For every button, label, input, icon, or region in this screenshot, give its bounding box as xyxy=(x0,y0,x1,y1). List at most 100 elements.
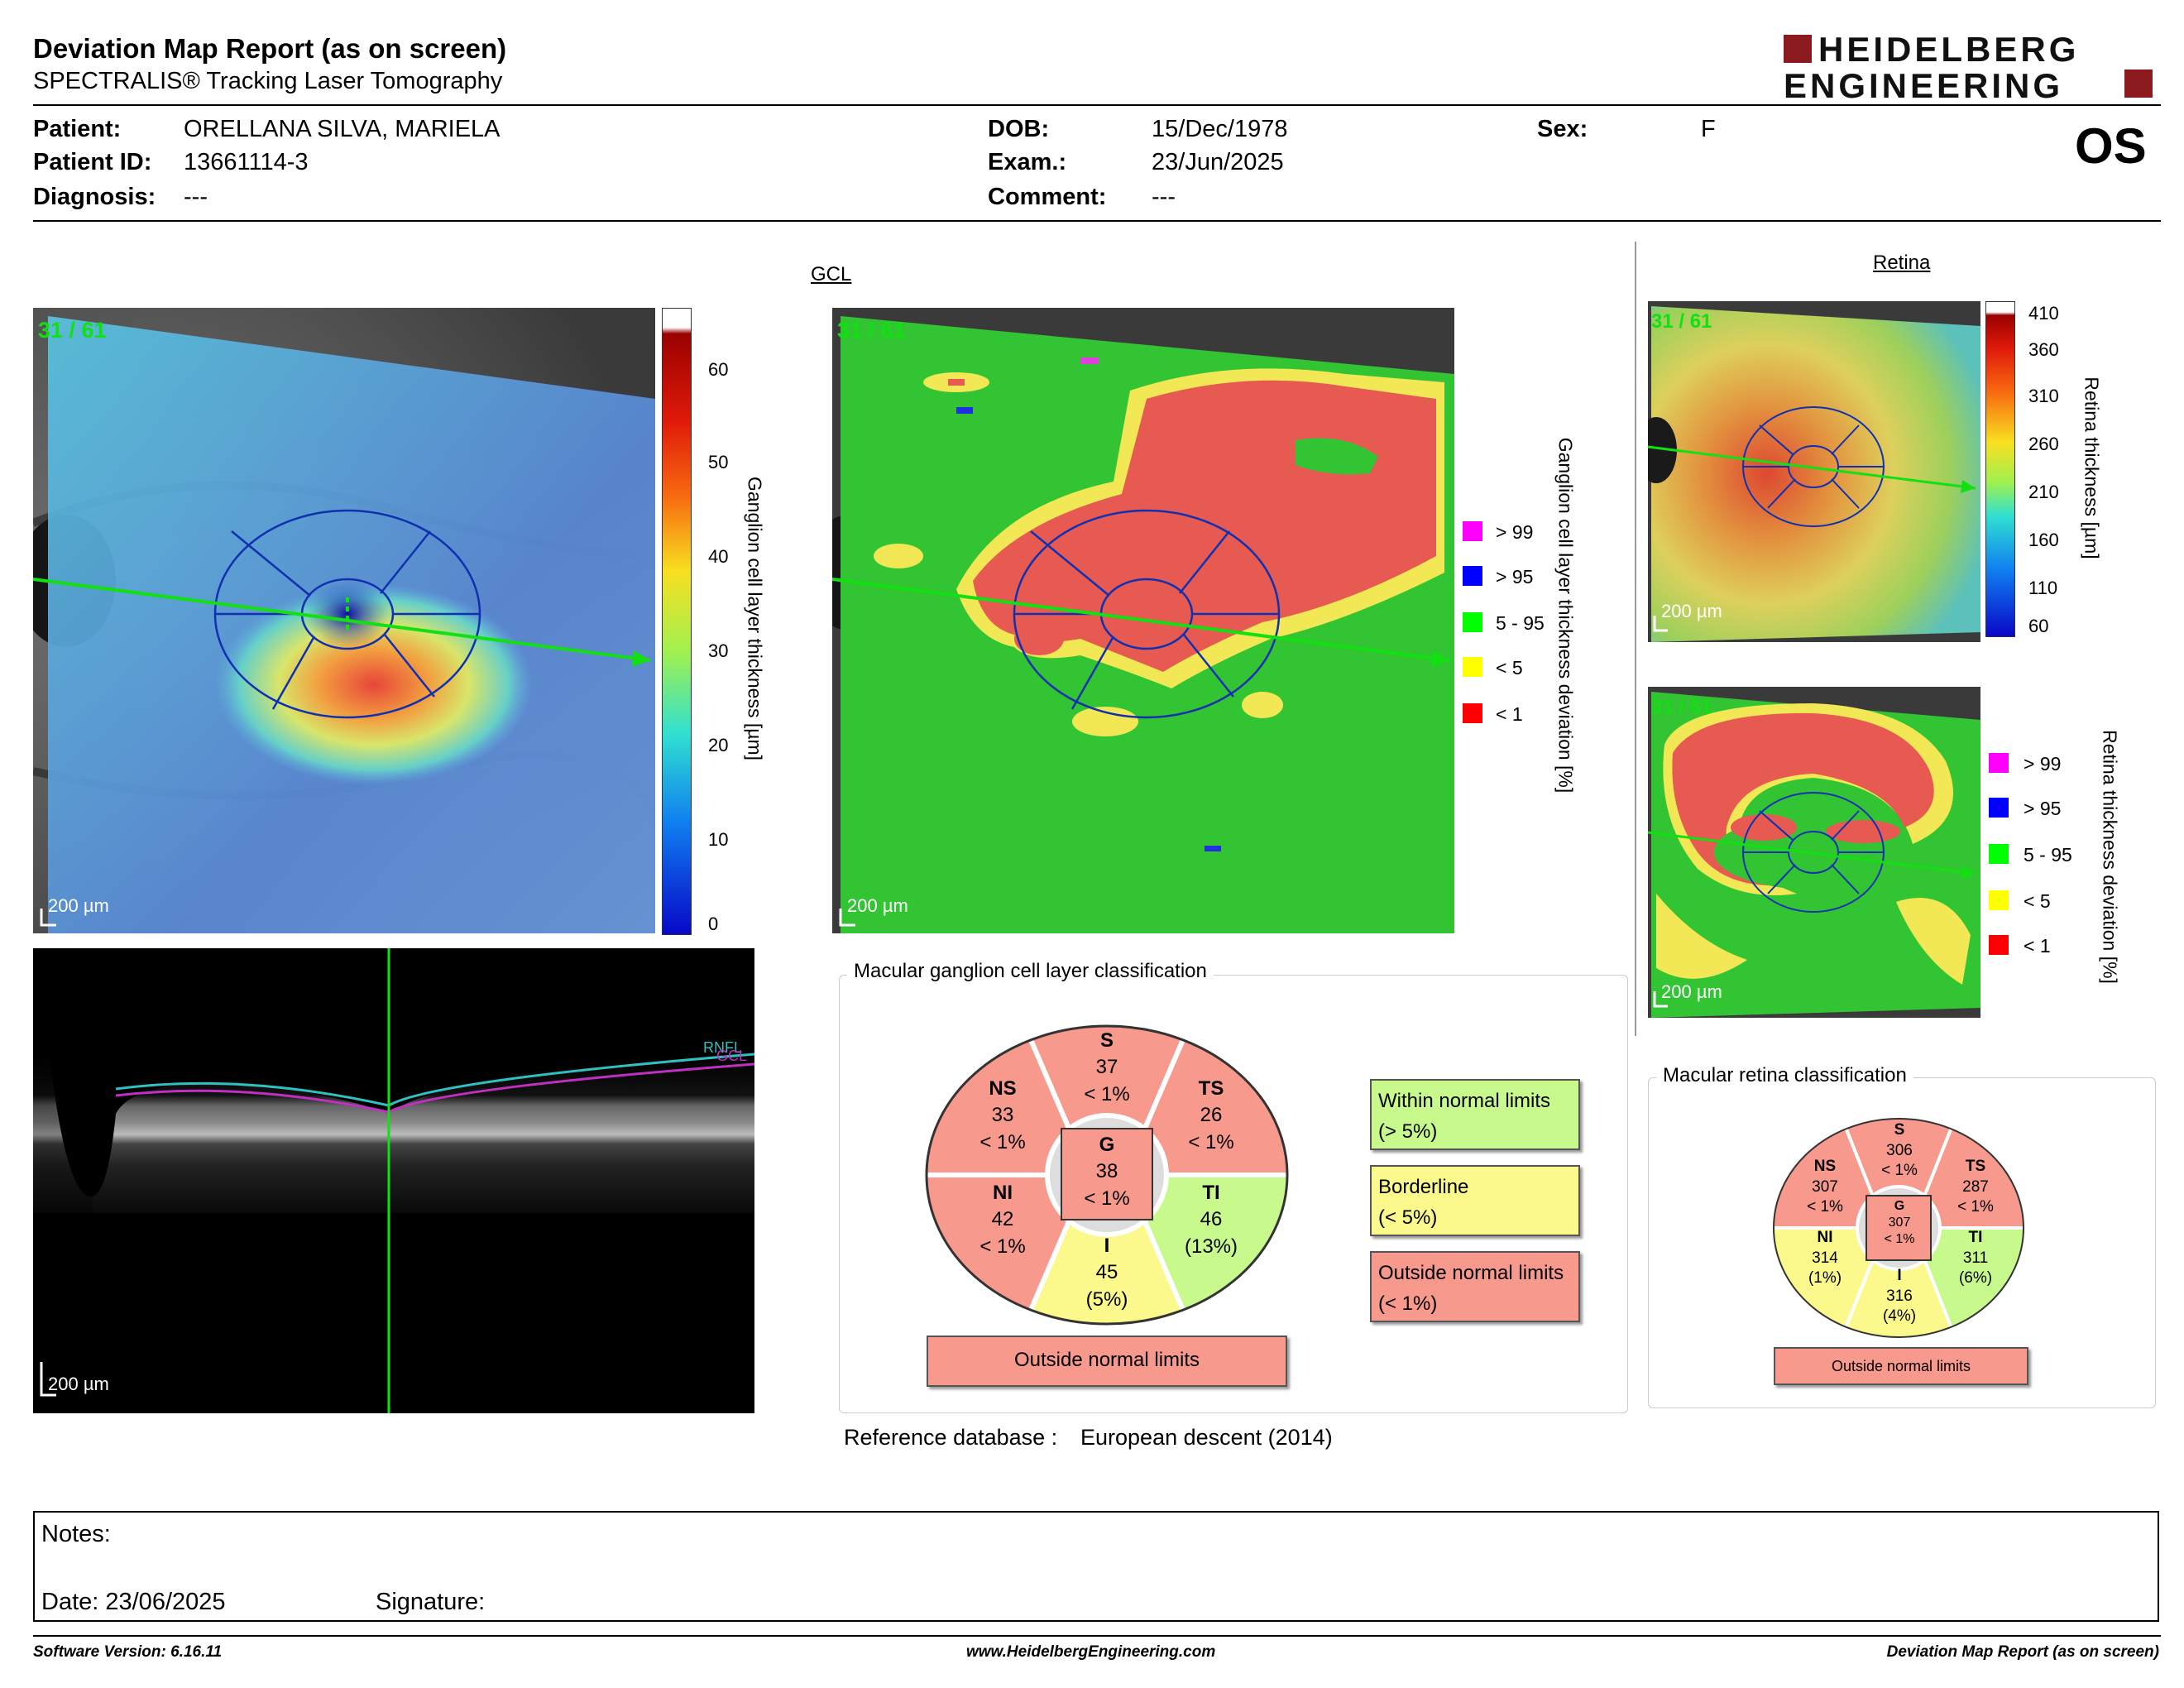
gcl-result-box: Outside normal limits xyxy=(927,1336,1287,1387)
gcl-legend-label: 5 - 95 xyxy=(1496,612,1545,634)
footer-report-name: Deviation Map Report (as on screen) xyxy=(1886,1643,2159,1661)
gcl-sector-g-label: G 38 < 1% xyxy=(1084,1134,1130,1210)
retina-classification-title: Macular retina classification xyxy=(1656,1064,1913,1087)
oct-bscan[interactable]: RNFL GCL 200 µm xyxy=(33,948,755,1413)
logo-text-2: ENGINEERING xyxy=(1784,66,2063,103)
retina-sector-ti-label: TI 311 (6%) xyxy=(1958,1229,1993,1288)
retina-tick: 110 xyxy=(2028,578,2058,598)
gcl-sector-ti-label: TI 46 (13%) xyxy=(1184,1182,1238,1258)
retina-deviation-map[interactable]: 31 / 61 200 µm xyxy=(1647,687,1980,1018)
retina-tick: 260 xyxy=(2028,434,2059,454)
gcl-frame-counter: 31 / 61 xyxy=(38,318,107,343)
diagnosis-label: Diagnosis: xyxy=(33,184,156,210)
gcl-tick: 10 xyxy=(708,829,729,850)
gcl-tick: 50 xyxy=(708,452,729,472)
retina-legend-swatch xyxy=(1989,890,2009,910)
gcl-dev-frame-counter: 31 / 61 xyxy=(837,318,906,343)
comment-label: Comment: xyxy=(988,184,1107,210)
retina-legend-label: 5 - 95 xyxy=(2024,844,2072,866)
gcl-legend-swatch xyxy=(1463,703,1482,723)
retina-legend-swatch xyxy=(1989,753,2009,773)
gcl-deviation-map[interactable]: 31 / 61 200 µm xyxy=(807,308,1454,933)
gcl-dev-scale-label: 200 µm xyxy=(847,895,908,916)
retina-frame-counter: 31 / 61 xyxy=(1651,310,1712,333)
retina-legend-label: < 1 xyxy=(2024,935,2051,957)
patient-name-label: Patient: xyxy=(33,116,122,142)
retina-tick: 160 xyxy=(2028,530,2059,550)
gcl-classification-group xyxy=(839,975,1628,1413)
date-label: Date: 23/06/2025 xyxy=(41,1589,226,1615)
dob-label: DOB: xyxy=(988,116,1050,142)
gcl-legend-label: > 99 xyxy=(1496,521,1534,543)
patient-id: 13661114-3 xyxy=(184,149,309,175)
sex: F xyxy=(1701,116,1716,142)
retina-legend-label: < 5 xyxy=(2024,890,2051,912)
bscan-gcl-label: GCL xyxy=(716,1048,747,1064)
gcl-legend-swatch xyxy=(1463,566,1482,586)
retina-scale-label: 200 µm xyxy=(1661,601,1722,621)
sex-label: Sex: xyxy=(1537,116,1588,142)
retina-sector-ns-label: NS 307 < 1% xyxy=(1807,1158,1843,1216)
retina-thickness-colorbar xyxy=(1985,301,2015,637)
retina-legend-swatch xyxy=(1989,844,2009,864)
notes-label: Notes: xyxy=(41,1521,111,1547)
gcl-legend-label: < 5 xyxy=(1496,657,1523,679)
gcl-sector-i-label: I 45 (5%) xyxy=(1085,1235,1128,1311)
retina-legend-label: > 99 xyxy=(2024,753,2062,774)
retina-thickness-axis-label: Retina thickness [µm] xyxy=(2081,376,2103,559)
gcl-tick: 20 xyxy=(708,735,729,755)
exam-label: Exam.: xyxy=(988,149,1067,175)
report-subtitle: SPECTRALIS® Tracking Laser Tomography xyxy=(33,68,503,94)
gcl-scale-label: 200 µm xyxy=(48,895,109,916)
retina-sector-g-label: G 307 < 1% xyxy=(1884,1199,1915,1246)
retina-deviation-axis-label: Retina thickness deviation [%] xyxy=(2099,730,2121,984)
retina-section-title: Retina xyxy=(1873,252,1931,274)
report-title: Deviation Map Report (as on screen) xyxy=(33,33,507,64)
patient-name: ORELLANA SILVA, MARIELA xyxy=(184,116,500,142)
retina-tick: 210 xyxy=(2028,482,2059,502)
signature-label: Signature: xyxy=(376,1589,486,1615)
gcl-sector-ns-label: NS 33 < 1% xyxy=(979,1077,1026,1153)
gcl-legend-swatch xyxy=(1463,521,1482,541)
footer-software-version: Software Version: 6.16.11 xyxy=(33,1643,223,1661)
gcl-sector-ni-label: NI 42 < 1% xyxy=(979,1182,1026,1258)
gcl-sector-diagram xyxy=(925,1024,1289,1326)
bscan-rnfl-label: RNFL xyxy=(703,1039,742,1056)
retina-legend-label: > 95 xyxy=(2024,798,2062,819)
retina-sector-i-label: I 316 (4%) xyxy=(1882,1267,1917,1326)
retina-sector-ni-label: NI 314 (1%) xyxy=(1808,1229,1842,1288)
legend-within-normal: Within normal limits (> 5%) xyxy=(1370,1079,1580,1150)
legend-borderline: Borderline (< 5%) xyxy=(1370,1165,1580,1236)
gcl-tick: 40 xyxy=(708,546,729,567)
gcl-thickness-map[interactable]: 31 / 61 200 µm xyxy=(17,308,659,933)
diagnosis: --- xyxy=(184,184,208,210)
patient-id-label: Patient ID: xyxy=(33,149,152,175)
retina-sector-s-label: S 306 < 1% xyxy=(1881,1121,1918,1180)
heidelberg-logo: HEIDELBERG ENGINEERING xyxy=(1779,30,2159,105)
gcl-tick: 0 xyxy=(708,914,719,934)
comment: --- xyxy=(1152,184,1176,210)
retina-dev-scale-label: 200 µm xyxy=(1661,981,1722,1002)
exam-date: 23/Jun/2025 xyxy=(1152,149,1284,175)
dob: 15/Dec/1978 xyxy=(1152,116,1288,142)
notes-box[interactable] xyxy=(33,1511,2159,1622)
retina-tick: 410 xyxy=(2028,303,2059,324)
gcl-legend-swatch xyxy=(1463,657,1482,677)
gcl-section-title: GCL xyxy=(811,263,852,285)
retina-tick: 310 xyxy=(2028,386,2059,406)
retina-legend-swatch xyxy=(1989,935,2009,955)
gcl-legend-swatch xyxy=(1463,612,1482,632)
gcl-tick: 60 xyxy=(708,359,729,380)
gcl-thickness-axis-label: Ganglion cell layer thickness [µm] xyxy=(744,476,766,761)
gcl-classification-title: Macular ganglion cell layer classificati… xyxy=(847,960,1214,983)
retina-thickness-map[interactable]: 31 / 61 200 µm xyxy=(1636,301,1980,642)
gcl-legend-label: < 1 xyxy=(1496,703,1523,725)
gcl-sector-ts-label: TS 26 < 1% xyxy=(1188,1077,1234,1153)
retina-tick: 360 xyxy=(2028,339,2059,360)
retina-sector-ts-label: TS 287 < 1% xyxy=(1957,1158,1994,1216)
retina-tick: 60 xyxy=(2028,616,2049,636)
gcl-legend-label: > 95 xyxy=(1496,566,1534,587)
bscan-scale-label: 200 µm xyxy=(48,1374,109,1394)
footer-website-link[interactable]: www.HeidelbergEngineering.com xyxy=(966,1643,1216,1661)
gcl-thickness-colorbar xyxy=(662,308,692,935)
